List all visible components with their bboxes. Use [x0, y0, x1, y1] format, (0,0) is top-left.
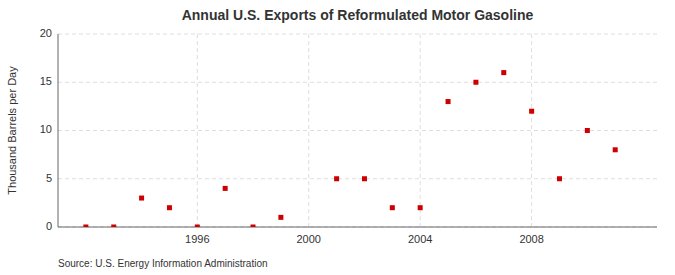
point	[83, 225, 88, 228]
x-tick-label: 2000	[297, 233, 321, 245]
title: Annual U.S. Exports of Reformulated Moto…	[182, 7, 534, 23]
point	[585, 128, 590, 133]
point	[529, 109, 534, 114]
y-tick-label: 20	[40, 27, 52, 39]
point	[111, 225, 116, 228]
x-grid-line	[308, 34, 309, 227]
grid	[58, 34, 657, 227]
x-grid-line	[420, 34, 421, 227]
point	[613, 147, 618, 152]
y-tick-label: 0	[46, 220, 52, 232]
chart-svg: 0 5 10 15 20 1996 2000 2004 2008 Annual U.S. Expo…	[0, 0, 675, 275]
y-grid-line	[58, 130, 657, 131]
point	[223, 186, 228, 191]
y-grid-line	[58, 34, 657, 35]
y-grid-line	[58, 82, 657, 83]
chart-container: 0 5 10 15 20 1996 2000 2004 2008 Annual U.S. Expo…	[0, 0, 675, 275]
y-tick-label: 15	[40, 75, 52, 87]
x-grid-line	[531, 34, 532, 227]
x-tick-label: 1996	[185, 233, 209, 245]
source-note: Source: U.S. Energy Information Administ…	[58, 258, 268, 269]
y-grid-line	[58, 178, 657, 179]
y-grid-line	[58, 227, 657, 228]
point	[251, 225, 256, 228]
x-tick-label: 2008	[519, 233, 543, 245]
point	[195, 225, 200, 228]
point	[167, 205, 172, 210]
y-axis-line	[58, 34, 59, 227]
point	[334, 176, 339, 181]
points	[83, 70, 617, 227]
point	[418, 205, 423, 210]
point	[446, 99, 451, 104]
point	[139, 196, 144, 201]
point	[473, 80, 478, 85]
point	[362, 176, 367, 181]
point	[278, 215, 283, 220]
point	[557, 176, 562, 181]
x-grid-line	[197, 34, 198, 227]
y-tick-label: 10	[40, 123, 52, 135]
x-axis-line	[58, 227, 657, 228]
point	[390, 205, 395, 210]
point	[501, 70, 506, 75]
axes: 0 5 10 15 20 1996 2000 2004 2008	[40, 27, 657, 245]
y-tick-label: 5	[46, 172, 52, 184]
x-tick-label: 2004	[408, 233, 432, 245]
y-axis-label: Thousand Barrels per Day	[6, 66, 18, 195]
